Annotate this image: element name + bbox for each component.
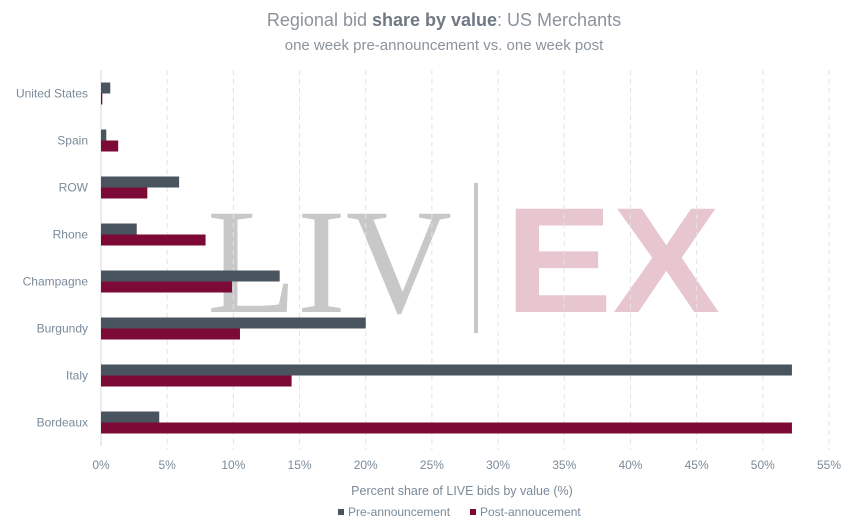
legend-swatch <box>470 509 476 515</box>
bar-post-bordeaux <box>101 422 792 434</box>
x-tick-label: 20% <box>354 458 378 472</box>
bar-pre-rhone <box>101 223 137 235</box>
chart-title-bold: share by value <box>372 10 497 30</box>
bar-post-united-states <box>101 93 103 105</box>
category-label: Champagne <box>23 275 89 289</box>
watermark-logo: LIV EX <box>207 176 720 345</box>
x-tick-label: 45% <box>685 458 709 472</box>
bar-pre-row <box>101 176 180 188</box>
x-tick-label: 15% <box>288 458 312 472</box>
category-labels: United States Spain ROW Rhone Champagne Burgu… <box>16 87 89 430</box>
category-label: Spain <box>57 134 88 148</box>
bar-pre-burgundy <box>101 317 366 329</box>
x-tick-label: 35% <box>552 458 576 472</box>
chart-title-prefix: Regional bid <box>267 10 372 30</box>
watermark-text-right: EX <box>505 176 720 344</box>
bar-pre-bordeaux <box>101 411 160 423</box>
bar-post-italy <box>101 375 292 387</box>
x-tick-label: 0% <box>92 458 110 472</box>
bar-post-burgundy <box>101 328 240 340</box>
legend-label: Pre-announcement <box>348 505 451 519</box>
bar-pre-italy <box>101 364 792 376</box>
bar-pre-champagne <box>101 270 280 282</box>
legend: Pre-announcement Post-annoucement <box>338 505 581 519</box>
x-axis-label: Percent share of LIVE bids by value (%) <box>351 484 573 498</box>
legend-swatch <box>338 509 344 515</box>
category-label: Bordeaux <box>37 416 88 430</box>
category-label: ROW <box>59 181 89 195</box>
x-tick-label: 40% <box>618 458 642 472</box>
bar-pre-united-states <box>101 82 111 94</box>
x-tick-label: 25% <box>420 458 444 472</box>
category-label: United States <box>16 87 88 101</box>
bar-post-rhone <box>101 234 206 246</box>
category-label: Burgundy <box>37 322 88 336</box>
x-tick-label: 5% <box>159 458 177 472</box>
x-tick-label: 50% <box>751 458 775 472</box>
legend-label: Post-annoucement <box>480 505 581 519</box>
chart-subtitle: one week pre-announcement vs. one week p… <box>285 37 604 54</box>
x-tick-label: 55% <box>817 458 841 472</box>
x-tick-label: 30% <box>486 458 510 472</box>
x-tick-label: 10% <box>221 458 245 472</box>
category-label: Italy <box>66 369 88 383</box>
bar-post-spain <box>101 140 119 152</box>
chart-title: Regional bid share by value: US Merchant… <box>267 10 621 30</box>
category-label: Rhone <box>53 228 89 242</box>
x-tick-labels: 0% 5% 10% 15% 20% 25% 30% 35% 40% 45% 50% 55% <box>92 458 841 472</box>
chart-title-suffix: : US Merchants <box>497 10 621 30</box>
bar-post-row <box>101 187 148 199</box>
bar-post-champagne <box>101 281 233 293</box>
bar-pre-spain <box>101 129 107 141</box>
watermark-text-left: LIV <box>207 179 452 345</box>
bars <box>101 82 792 434</box>
watermark-divider <box>474 183 478 333</box>
